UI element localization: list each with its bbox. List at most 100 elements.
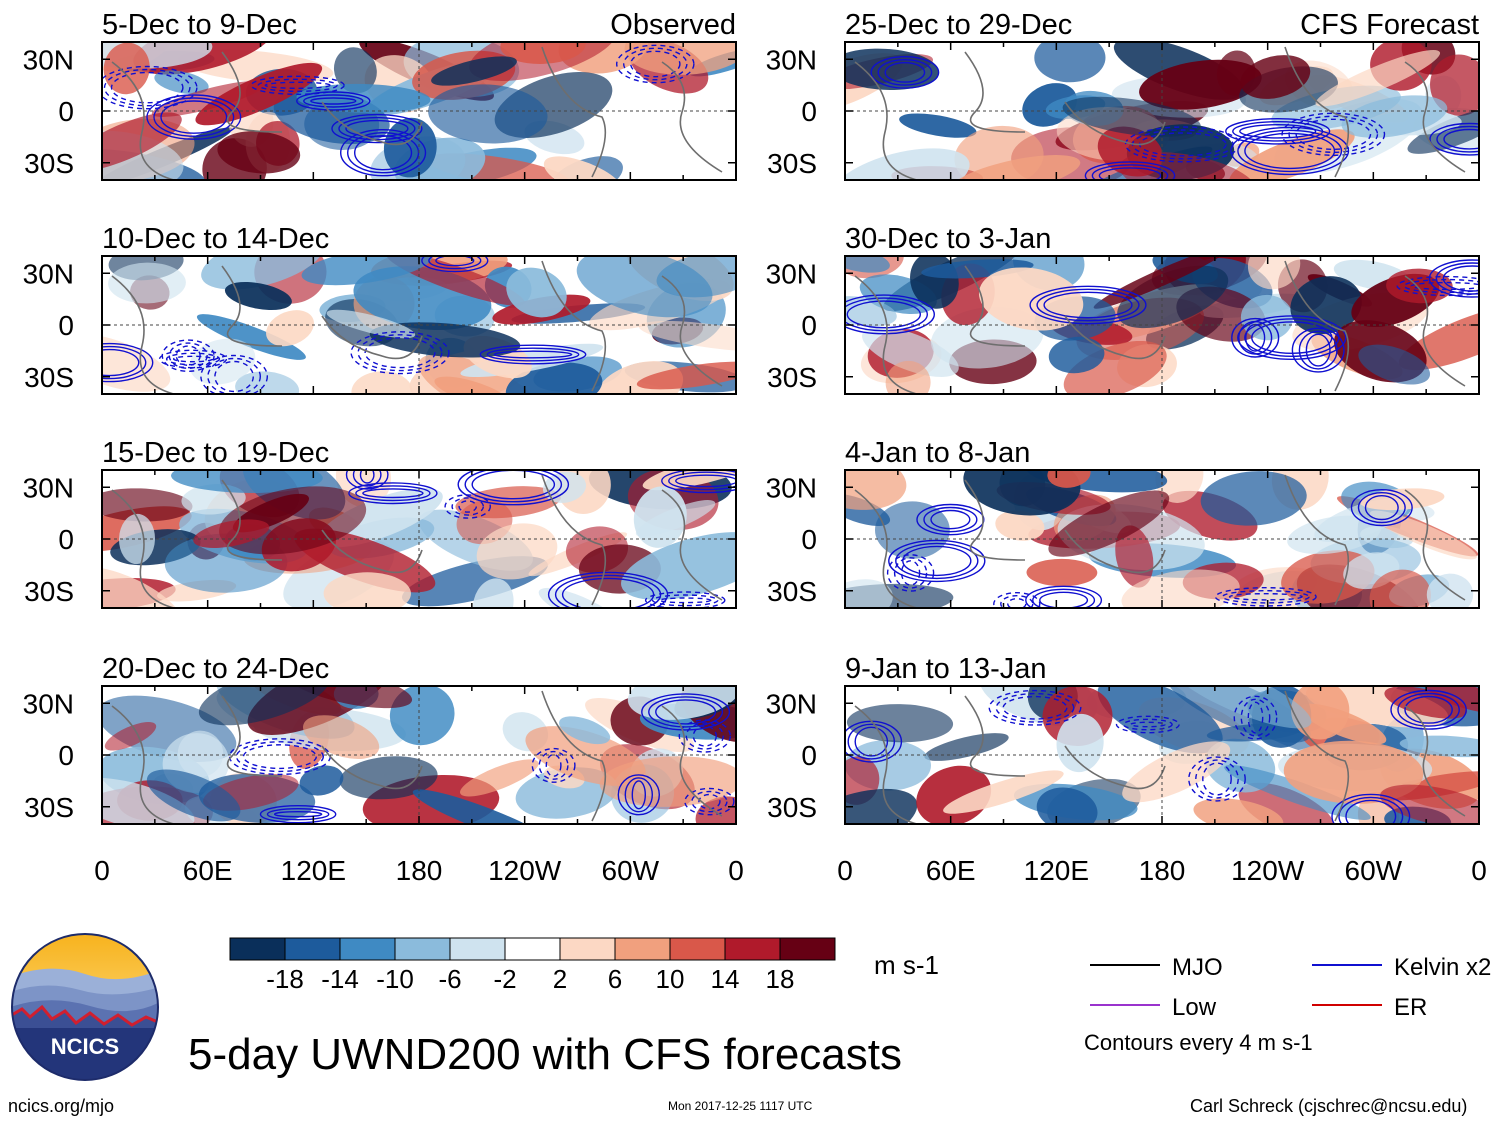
- kelvin-contour: [655, 699, 717, 725]
- x-tick-label: 60W: [1345, 855, 1403, 886]
- anomaly-blob: [412, 789, 556, 824]
- kelvin-contour: [1214, 587, 1317, 607]
- kelvin-contour: [1331, 793, 1411, 824]
- colorbar-swatch: [504, 937, 561, 961]
- kelvin-contour: [444, 494, 492, 519]
- chart-canvas: 30N 0 30S 5-Dec to 9-Dec Observed 30N 0 30S 10-D…: [23, 9, 1487, 886]
- kelvin-contour: [1443, 128, 1479, 150]
- anomaly-blob: [1238, 782, 1335, 824]
- anomaly-blob: [1047, 470, 1091, 488]
- y-tick-label: 30N: [766, 688, 817, 719]
- anomaly-blob: [525, 726, 646, 786]
- kelvin-contour: [102, 65, 198, 110]
- kelvin-contour: [1228, 593, 1303, 601]
- kelvin-contour: [845, 294, 935, 335]
- anomaly-blob: [845, 579, 893, 608]
- footer-url: ncics.org/mjo: [8, 1096, 115, 1116]
- kelvin-contour: [617, 774, 660, 816]
- panel-date-label: 5-Dec to 9-Dec: [102, 9, 297, 41]
- kelvin-contour: [692, 725, 717, 747]
- kelvin-contour: [900, 560, 921, 586]
- figure-title: 5-day UWND200 with CFS forecasts: [188, 1030, 902, 1079]
- anomaly-blob: [1430, 54, 1479, 116]
- kelvin-contour: [110, 71, 184, 104]
- kelvin-contour: [854, 726, 889, 757]
- kelvin-contour: [661, 470, 736, 494]
- panel-date-label: 30-Dec to 3-Jan: [845, 223, 1051, 255]
- kelvin-contour: [893, 557, 928, 589]
- anomaly-blob: [102, 565, 184, 608]
- x-tick-label: 60W: [602, 855, 660, 886]
- anomaly-blob: [1034, 42, 1106, 83]
- kelvin-contour: [847, 723, 896, 760]
- anomaly-blob: [943, 770, 1064, 814]
- panel-date-label: 25-Dec to 29-Dec: [845, 9, 1072, 41]
- kelvin-contour: [1002, 695, 1068, 720]
- x-tick-label: 120E: [1024, 855, 1089, 886]
- kelvin-contour: [1350, 489, 1413, 527]
- kelvin-contour: [345, 119, 409, 138]
- anomaly-blob: [1271, 85, 1401, 131]
- anomaly-blob: [102, 777, 195, 824]
- kelvin-contour: [160, 100, 228, 134]
- coastline: [854, 690, 1466, 824]
- kelvin-contour: [547, 571, 669, 608]
- kelvin-contour: [678, 719, 731, 753]
- kelvin-contour: [1298, 330, 1338, 370]
- anomaly-blob: [1048, 490, 1170, 557]
- kelvin-contour: [266, 808, 330, 821]
- kelvin-contour: [1098, 167, 1162, 180]
- anomaly-blob: [845, 48, 939, 90]
- kelvin-contour: [428, 256, 482, 270]
- kelvin-contour: [1237, 315, 1347, 360]
- kelvin-contour: [102, 348, 140, 377]
- colorbar-tick-label: 18: [766, 964, 795, 994]
- colorbar-tick-label: -2: [493, 964, 516, 994]
- kelvin-contour: [1129, 721, 1166, 728]
- legend-label: Kelvin x2: [1394, 954, 1491, 981]
- kelvin-contour: [554, 574, 662, 608]
- kelvin-contour: [1084, 161, 1176, 180]
- kelvin-contour: [357, 334, 443, 372]
- kelvin-contour: [658, 597, 712, 604]
- y-tick-label: 30N: [23, 688, 74, 719]
- coastline: [111, 474, 723, 608]
- anomaly-blob: [217, 131, 301, 174]
- y-tick-label: 0: [801, 740, 817, 771]
- kelvin-contour: [207, 357, 261, 394]
- anomaly-blob: [102, 112, 182, 172]
- kelvin-contour: [846, 300, 921, 329]
- kelvin-contour: [1338, 796, 1404, 824]
- anomaly-blob: [875, 501, 950, 559]
- anomaly-blob: [1341, 95, 1448, 138]
- anomaly-blob: [924, 733, 1009, 761]
- kelvin-contour: [296, 91, 371, 111]
- x-tick-label: 120W: [1231, 855, 1305, 886]
- kelvin-contour: [158, 349, 228, 369]
- kelvin-contour: [631, 780, 646, 810]
- kelvin-contour: [616, 44, 695, 84]
- kelvin-contour: [421, 256, 489, 273]
- anomaly-blob: [1056, 713, 1104, 773]
- y-tick-label: 0: [801, 310, 817, 341]
- anomaly-blob: [235, 371, 300, 394]
- coastline: [111, 260, 723, 394]
- y-tick-label: 0: [801, 524, 817, 555]
- anomaly-blob: [506, 267, 567, 318]
- kelvin-contour: [257, 78, 338, 93]
- y-tick-label: 0: [58, 524, 74, 555]
- kelvin-contour: [1122, 718, 1173, 731]
- x-tick-label: 120W: [488, 855, 562, 886]
- anomaly-blob: [1380, 784, 1479, 824]
- anomaly-blob: [303, 715, 380, 759]
- kelvin-contour: [350, 331, 450, 375]
- anomaly-blob: [146, 769, 241, 822]
- anomaly-blob: [1425, 686, 1479, 713]
- anomaly-blob: [845, 470, 907, 510]
- y-tick-label: 30N: [766, 44, 817, 75]
- anomaly-field: [102, 686, 736, 824]
- anomaly-field: [102, 256, 736, 394]
- anomaly-blob: [1369, 569, 1431, 608]
- colorbar-swatch: [339, 937, 396, 961]
- y-tick-label: 30S: [24, 362, 74, 393]
